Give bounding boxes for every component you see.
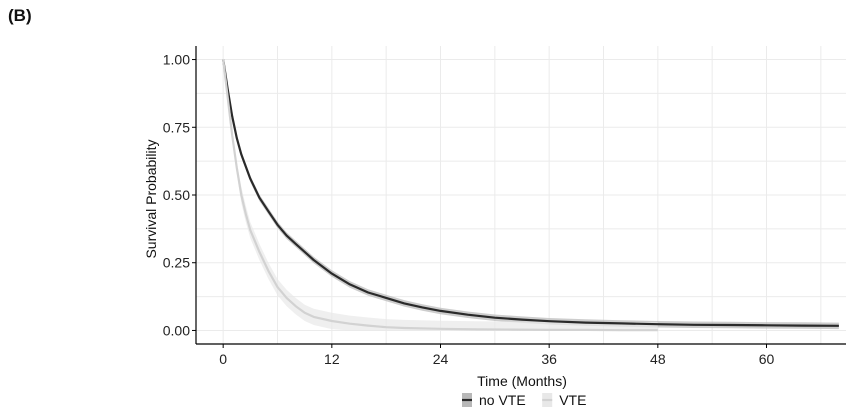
legend-label-no-vte: no VTE (479, 392, 526, 408)
y-tick-label: 0.00 (163, 322, 190, 338)
panel-label: (B) (8, 6, 32, 25)
legend: no VTE VTE (462, 392, 586, 408)
x-axis-title: Time (Months) (477, 373, 567, 389)
confidence-band-no-vte (223, 59, 839, 330)
y-tick-label: 0.75 (163, 119, 190, 135)
y-tick-label: 0.25 (163, 255, 190, 271)
y-axis-title: Survival Probability (143, 139, 159, 258)
x-tick-label: 48 (650, 351, 666, 367)
survival-curve-no-vte (222, 59, 839, 327)
legend-label-vte: VTE (559, 392, 586, 408)
grid-lines (196, 46, 846, 344)
y-tick-label: 1.00 (163, 52, 190, 68)
survival-curves (222, 59, 839, 332)
survival-curve-vte (222, 59, 658, 332)
x-tick-label: 60 (759, 351, 775, 367)
x-tick-label: 12 (324, 351, 340, 367)
x-tick-label: 24 (433, 351, 449, 367)
y-tick-label: 0.50 (163, 187, 190, 203)
x-tick-label: 36 (541, 351, 557, 367)
axes: 0.00 0.25 0.50 0.75 1.00 0 12 24 36 48 60 (163, 46, 846, 367)
x-tick-label: 0 (219, 351, 227, 367)
